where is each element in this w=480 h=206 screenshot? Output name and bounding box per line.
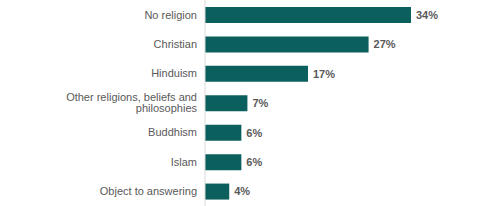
svg-text:Other religions, beliefs andph: Other religions, beliefs andphilosophies bbox=[66, 91, 197, 114]
svg-text:Islam: Islam bbox=[171, 156, 197, 168]
svg-text:Hinduism: Hinduism bbox=[151, 67, 197, 79]
svg-text:6%: 6% bbox=[246, 156, 262, 168]
svg-text:4%: 4% bbox=[234, 185, 250, 197]
svg-text:6%: 6% bbox=[246, 127, 262, 139]
svg-text:No religion: No religion bbox=[144, 9, 197, 21]
svg-text:34%: 34% bbox=[416, 9, 438, 21]
svg-text:Object to answering: Object to answering bbox=[100, 185, 197, 197]
svg-text:Buddhism: Buddhism bbox=[148, 126, 197, 138]
svg-text:Christian: Christian bbox=[154, 38, 197, 50]
svg-text:27%: 27% bbox=[374, 38, 396, 50]
svg-text:7%: 7% bbox=[252, 97, 268, 109]
svg-text:17%: 17% bbox=[313, 68, 335, 80]
